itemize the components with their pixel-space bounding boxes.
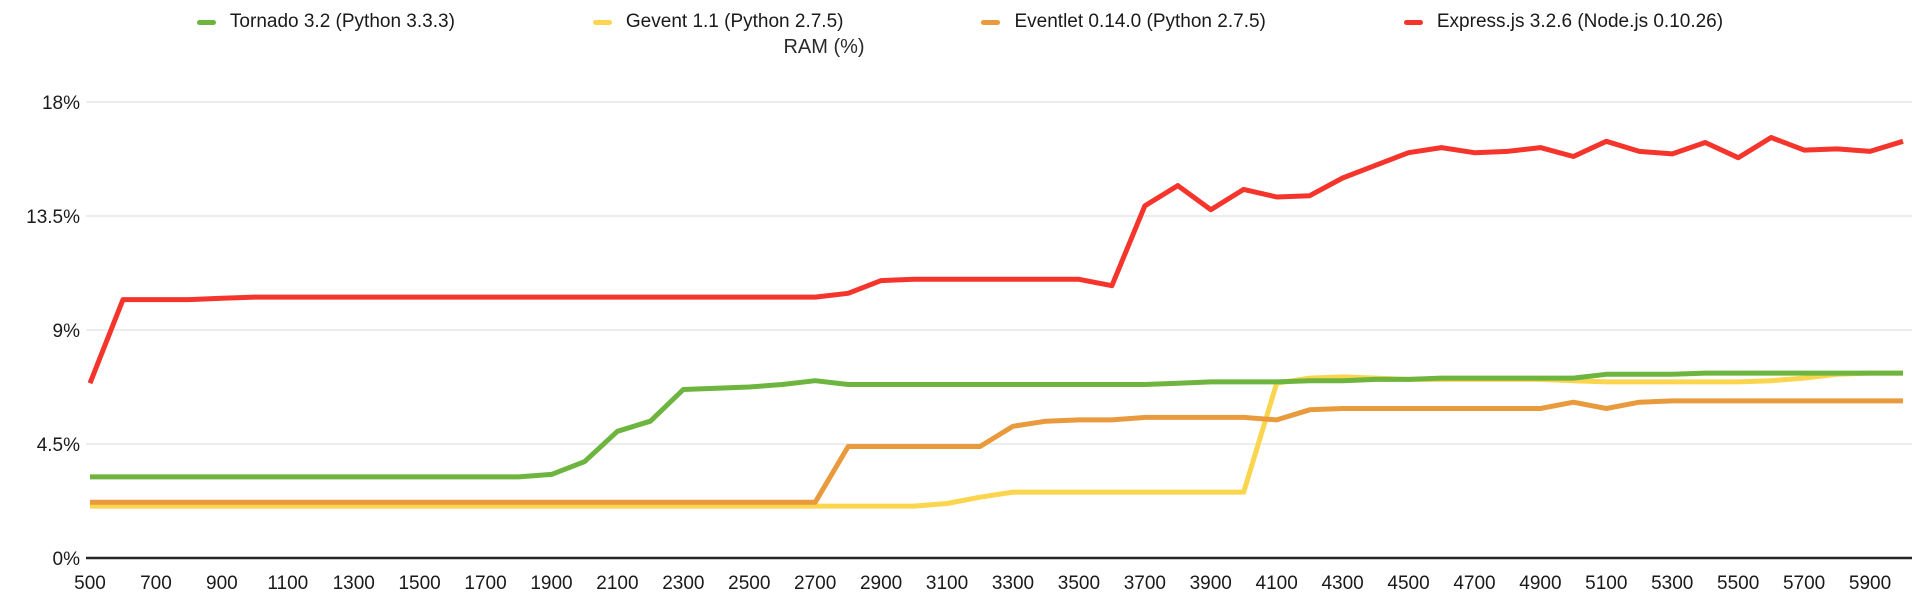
x-tick-label: 1300 [333,573,375,594]
x-tick-label: 1500 [398,573,440,594]
x-tick-label: 3300 [992,573,1034,594]
x-tick-label: 1700 [464,573,506,594]
x-tick-label: 4500 [1387,573,1429,594]
x-tick-label: 5900 [1849,573,1891,594]
x-tick-label: 2700 [794,573,836,594]
x-tick-label: 2100 [596,573,638,594]
x-tick-label: 3700 [1124,573,1166,594]
y-tick-label: 18% [42,93,80,114]
x-tick-label: 1100 [267,573,308,594]
y-tick-label: 9% [53,321,81,342]
legend-swatch-express-icon [1403,19,1423,25]
x-tick-label: 1900 [530,573,572,594]
legend-item-express[interactable]: Express.js 3.2.6 (Node.js 0.10.26) [1403,11,1724,33]
legend-label-tornado: Tornado 3.2 (Python 3.3.3) [229,11,455,32]
x-tick-label: 5500 [1717,573,1759,594]
x-tick-label: 2900 [860,573,902,594]
legend-swatch-eventlet-icon [981,19,1001,25]
x-tick-label: 2500 [728,573,770,594]
x-tick-label: 5100 [1585,573,1627,594]
legend-swatch-gevent-icon [592,19,612,25]
x-tick-label: 900 [206,573,238,594]
x-tick-label: 5300 [1651,573,1693,594]
series-line-eventlet [90,398,1903,505]
series-line-expressjs [87,135,1904,385]
x-tick-label: 4100 [1256,573,1298,594]
legend-item-gevent[interactable]: Gevent 1.1 (Python 2.7.5) [592,11,844,33]
series-line-tornado [90,370,1903,480]
legend-label-gevent: Gevent 1.1 (Python 2.7.5) [625,11,844,32]
x-tick-label: 5700 [1783,573,1825,594]
legend-swatch-tornado-icon [196,19,216,25]
x-tick-label: 700 [140,573,172,594]
x-tick-label: 4900 [1519,573,1561,594]
x-tick-label: 500 [74,573,106,594]
chart-legend: Tornado 3.2 (Python 3.3.3) Gevent 1.1 (P… [0,8,1920,36]
x-tick-label: 3100 [926,573,968,594]
legend-label-express: Express.js 3.2.6 (Node.js 0.10.26) [1436,11,1724,32]
legend-item-tornado[interactable]: Tornado 3.2 (Python 3.3.3) [196,11,455,33]
x-tick-label: 3500 [1058,573,1100,594]
x-tick-label: 3900 [1190,573,1232,594]
y-tick-label: 0% [53,549,81,570]
x-tick-label: 4300 [1321,573,1363,594]
legend-item-eventlet[interactable]: Eventlet 0.14.0 (Python 2.7.5) [981,11,1266,33]
x-tick-label: 2300 [662,573,704,594]
chart-title: RAM (%) [783,36,865,58]
x-tick-label: 4700 [1453,573,1495,594]
series-line-gevent [90,370,1903,509]
y-tick-label: 4.5% [37,435,80,456]
legend-label-eventlet: Eventlet 0.14.0 (Python 2.7.5) [1014,11,1266,32]
y-tick-label: 13.5% [26,207,80,228]
